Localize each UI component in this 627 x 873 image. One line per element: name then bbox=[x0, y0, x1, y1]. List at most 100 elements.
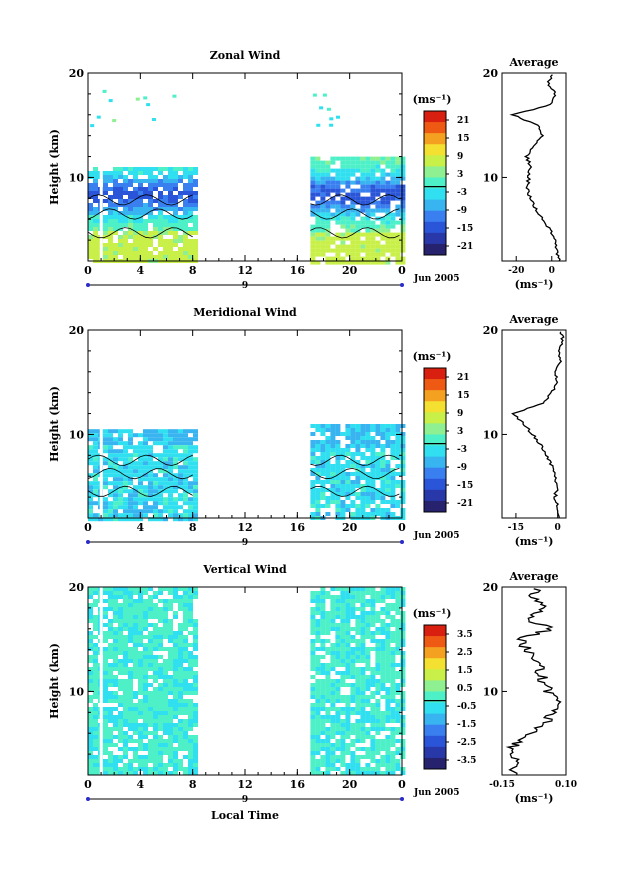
heatmap-cell bbox=[335, 188, 341, 193]
heatmap-cell bbox=[325, 591, 331, 595]
heatmap-cell bbox=[108, 675, 113, 679]
heatmap-cell bbox=[133, 207, 138, 211]
heatmap-cell bbox=[380, 711, 386, 715]
heatmap-cell bbox=[370, 196, 376, 201]
heatmap-cell bbox=[133, 727, 138, 731]
heatmap-cell bbox=[168, 513, 173, 518]
heatmap-cell bbox=[370, 500, 376, 504]
heatmap-cell bbox=[178, 723, 183, 727]
heatmap-cell bbox=[113, 437, 118, 442]
heatmap-cell bbox=[148, 699, 153, 703]
heatmap-cell bbox=[108, 655, 113, 659]
heatmap-cell bbox=[350, 240, 356, 245]
heatmap-cell bbox=[193, 501, 198, 506]
heatmap-cell bbox=[345, 248, 351, 253]
heatmap-cell bbox=[163, 739, 168, 743]
heatmap-cell bbox=[128, 453, 133, 458]
heatmap-cell bbox=[178, 659, 183, 663]
heatmap-cell bbox=[345, 639, 351, 643]
heatmap-cell bbox=[151, 118, 156, 122]
heatmap-cell bbox=[183, 743, 188, 747]
heatmap-cell bbox=[400, 204, 406, 209]
heatmap-cell bbox=[123, 255, 128, 259]
heatmap-cell bbox=[345, 695, 351, 699]
heatmap-cell bbox=[325, 160, 331, 165]
heatmap-cell bbox=[143, 611, 148, 615]
heatmap-cell bbox=[330, 464, 336, 468]
heatmap-cell bbox=[330, 176, 336, 181]
heatmap-cell bbox=[335, 115, 340, 119]
heatmap-cell bbox=[395, 595, 401, 599]
heatmap-cell bbox=[310, 647, 316, 651]
heatmap-cell bbox=[400, 436, 406, 440]
date-axis-start bbox=[86, 283, 90, 287]
heatmap-cell bbox=[108, 715, 113, 719]
heatmap-cell bbox=[325, 168, 331, 173]
heatmap-cell bbox=[178, 647, 183, 651]
heatmap-cell bbox=[355, 731, 361, 735]
heatmap-cell bbox=[330, 472, 336, 476]
heatmap-cell bbox=[173, 195, 178, 199]
heatmap-cell bbox=[355, 727, 361, 731]
heatmap-cell bbox=[350, 216, 356, 221]
heatmap-cell bbox=[345, 196, 351, 201]
heatmap-cell bbox=[400, 719, 406, 723]
heatmap-cell bbox=[178, 667, 183, 671]
heatmap-cell bbox=[143, 429, 148, 434]
heatmap-cell bbox=[183, 429, 188, 434]
heatmap-cell bbox=[113, 643, 118, 647]
heatmap-cell bbox=[360, 428, 366, 432]
heatmap-cell bbox=[350, 220, 356, 225]
heatmap-cell bbox=[188, 461, 193, 466]
heatmap-cell bbox=[400, 200, 406, 205]
colorbar-tick-label: -9 bbox=[457, 206, 467, 216]
heatmap-cell bbox=[173, 747, 178, 751]
heatmap-cell bbox=[310, 248, 316, 253]
heatmap-cell bbox=[133, 715, 138, 719]
colorbar-tick-label: -21 bbox=[457, 242, 473, 252]
heatmap-cell bbox=[335, 460, 341, 464]
heatmap-cell bbox=[103, 207, 108, 211]
heatmap-cell bbox=[375, 472, 381, 476]
heatmap-cell bbox=[350, 260, 356, 265]
heatmap-cell bbox=[330, 440, 336, 444]
heatmap-cell bbox=[123, 175, 128, 179]
heatmap-cell bbox=[148, 199, 153, 203]
heatmap-cell bbox=[163, 179, 168, 183]
heatmap-cell bbox=[325, 424, 331, 428]
heatmap-cell bbox=[395, 456, 401, 460]
heatmap-cell bbox=[355, 691, 361, 695]
colorbar-frame bbox=[423, 367, 447, 513]
heatmap-cell bbox=[335, 200, 341, 205]
heatmap-cell bbox=[178, 247, 183, 251]
heatmap-cell bbox=[365, 651, 371, 655]
heatmap-cell bbox=[163, 457, 168, 462]
heatmap-cell bbox=[193, 655, 198, 659]
heatmap-cell bbox=[310, 424, 316, 428]
heatmap-cell bbox=[325, 623, 331, 627]
heatmap-cell bbox=[355, 424, 361, 428]
heatmap-cell bbox=[188, 449, 193, 454]
heatmap-cell bbox=[113, 735, 118, 739]
heatmap-cell bbox=[310, 440, 316, 444]
heatmap-cell bbox=[168, 651, 173, 655]
heatmap-cell bbox=[310, 599, 316, 603]
heatmap-cell bbox=[118, 747, 123, 751]
heatmap-cell bbox=[188, 727, 193, 731]
heatmap-cell bbox=[355, 256, 361, 261]
heatmap-cell bbox=[128, 219, 133, 223]
heatmap-cell bbox=[315, 260, 321, 265]
heatmap-cell bbox=[163, 207, 168, 211]
heatmap-cell bbox=[173, 457, 178, 462]
heatmap-cell bbox=[173, 239, 178, 243]
heatmap-cell bbox=[345, 452, 351, 456]
heatmap-cell bbox=[143, 771, 148, 775]
heatmap-cell bbox=[310, 448, 316, 452]
heatmap-cell bbox=[118, 687, 123, 691]
heatmap-cell bbox=[345, 667, 351, 671]
heatmap-cell bbox=[88, 219, 93, 223]
heatmap-cell bbox=[93, 687, 98, 691]
profile-line bbox=[509, 74, 561, 262]
heatmap-cell bbox=[325, 647, 331, 651]
